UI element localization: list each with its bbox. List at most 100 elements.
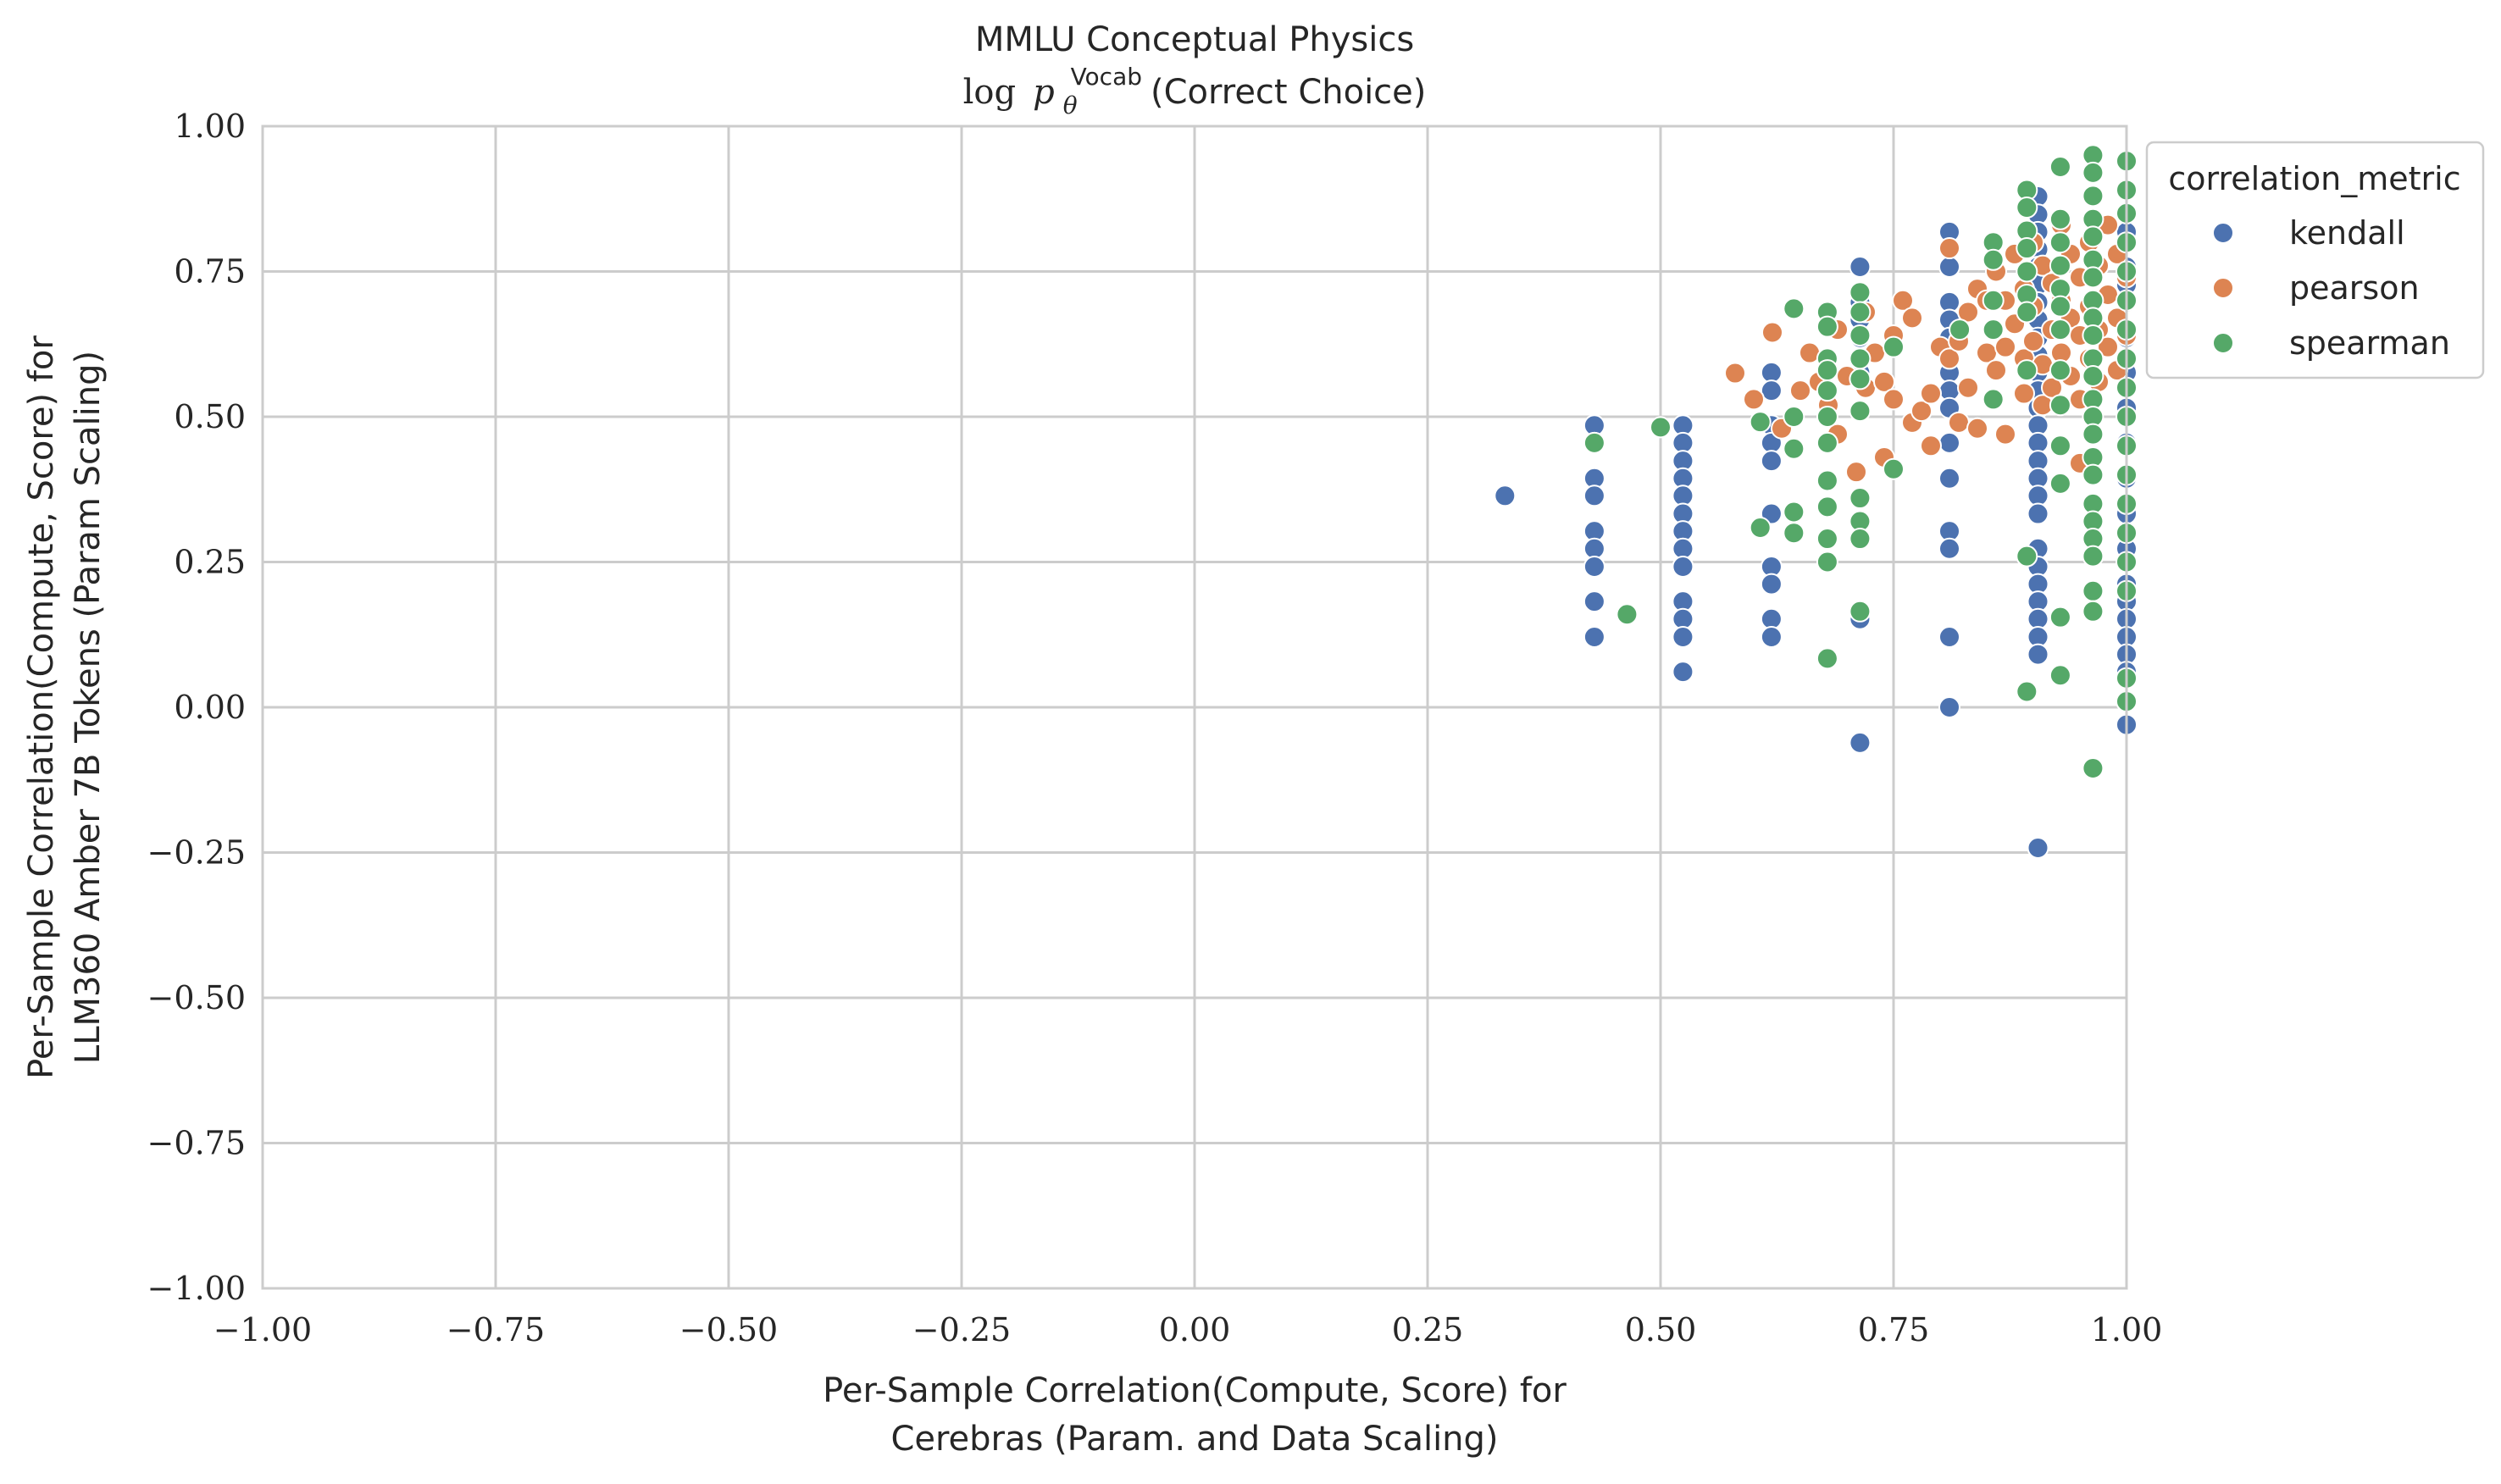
kendall-point	[1849, 731, 1872, 754]
spearman-point	[2049, 295, 2071, 318]
y-axis-label-line1: Per-Sample Correlation(Compute, Score) f…	[22, 335, 61, 1079]
y-tick-label: −0.50	[147, 979, 246, 1016]
spearman-point	[2082, 423, 2104, 446]
spearman-point	[2016, 237, 2038, 260]
spearman-point	[1816, 528, 1838, 551]
x-tick-label: −1.00	[214, 1311, 312, 1348]
title-log: log	[963, 73, 1016, 112]
spearman-point	[1583, 431, 1605, 454]
spearman-point	[1816, 496, 1838, 518]
y-tick-label: 0.75	[174, 253, 246, 291]
x-tick-label: −0.75	[446, 1311, 545, 1348]
spearman-point	[1783, 522, 1805, 545]
spearman-point	[2049, 664, 2071, 687]
y-tick-label: 1.00	[174, 108, 246, 145]
kendall-point	[1494, 485, 1517, 507]
y-tick-labels: −1.00 −0.75 −0.50 −0.25 0.00 0.25 0.50 0.75 1.00	[147, 108, 246, 1307]
spearman-point	[2049, 156, 2071, 179]
kendall-point	[2027, 837, 2049, 860]
title-superscript: Vocab	[1071, 63, 1142, 91]
spearman-point	[2049, 394, 2071, 417]
spearman-point	[2049, 254, 2071, 277]
x-tick-label: 0.25	[1392, 1311, 1464, 1348]
pearson-point	[1948, 411, 1970, 434]
legend-marker-pearson	[2212, 277, 2234, 299]
kendall-point	[1672, 661, 1694, 684]
spearman-point	[1816, 406, 1838, 428]
spearman-point	[2049, 435, 2071, 457]
kendall-point	[1938, 256, 1960, 279]
spearman-point	[2049, 359, 2071, 382]
pearson-point	[1957, 376, 1979, 399]
pearson-point	[1920, 435, 1942, 457]
kendall-point	[1938, 625, 1960, 648]
kendall-point	[1760, 625, 1783, 648]
y-tick-label: −0.75	[147, 1125, 246, 1162]
series-spearman	[1583, 144, 2138, 780]
spearman-point	[1982, 388, 2005, 411]
kendall-point	[1583, 625, 1605, 648]
spearman-point	[1816, 315, 1838, 338]
kendall-point	[2027, 502, 2049, 525]
y-axis-label-line2: LLM360 Amber 7B Tokens (Param Scaling)	[69, 351, 108, 1064]
spearman-point	[1749, 517, 1772, 540]
spearman-point	[1883, 335, 1905, 358]
spearman-point	[2016, 545, 2038, 568]
pearson-point	[1873, 370, 1895, 393]
spearman-point	[2049, 606, 2071, 628]
chart-title-line2: log p θ Vocab (Correct Choice)	[963, 54, 1427, 121]
spearman-point	[2082, 463, 2104, 486]
spearman-point	[1783, 437, 1805, 460]
x-tick-label: 1.00	[2091, 1311, 2163, 1348]
kendall-point	[1938, 467, 1960, 490]
pearson-point	[1789, 379, 1811, 402]
spearman-point	[2082, 185, 2104, 208]
legend-label-kendall: kendall	[2289, 214, 2405, 252]
pearson-point	[1883, 388, 1905, 411]
spearman-point	[2082, 579, 2104, 602]
x-tick-labels: −1.00 −0.75 −0.50 −0.25 0.00 0.25 0.50 0.75 1.00	[214, 1311, 2163, 1348]
kendall-point	[1938, 537, 1960, 560]
spearman-point	[1849, 528, 1872, 551]
kendall-point	[1938, 696, 1960, 718]
pearson-point	[1994, 335, 2016, 358]
x-tick-label: 0.50	[1625, 1311, 1697, 1348]
spearman-point	[1816, 359, 1838, 382]
pearson-point	[1920, 382, 1942, 405]
spearman-point	[1816, 551, 1838, 573]
kendall-point	[1849, 256, 1872, 279]
spearman-point	[1816, 431, 1838, 454]
spearman-point	[2016, 260, 2038, 283]
legend: correlation_metric kendall pearson spearma…	[2145, 141, 2485, 379]
pearson-point	[2041, 376, 2063, 399]
spearman-point	[1783, 406, 1805, 428]
y-tick-label: 0.25	[174, 544, 246, 581]
pearson-point	[1994, 423, 2016, 446]
spearman-point	[1982, 318, 2005, 341]
spearman-point	[1949, 318, 1971, 341]
pearson-point	[2013, 382, 2035, 405]
spearman-point	[2049, 318, 2071, 341]
spearman-point	[1616, 603, 1639, 626]
spearman-point	[1883, 457, 1905, 480]
spearman-point	[2049, 231, 2071, 254]
spearman-point	[2082, 324, 2104, 346]
kendall-point	[1938, 431, 1960, 454]
spearman-point	[2049, 208, 2071, 230]
pearson-point	[1892, 289, 1914, 312]
kendall-point	[1583, 485, 1605, 507]
y-tick-label: −0.25	[147, 834, 246, 872]
spearman-point	[2016, 359, 2038, 382]
legend-box	[2145, 141, 2485, 379]
plot-frame	[261, 125, 2128, 1290]
x-tick-label: 0.00	[1159, 1311, 1231, 1348]
spearman-point	[2016, 301, 2038, 324]
spearman-point	[2082, 545, 2104, 568]
kendall-point	[2027, 643, 2049, 666]
kendall-point	[1760, 379, 1783, 402]
spearman-point	[1783, 297, 1805, 320]
kendall-point	[1583, 590, 1605, 613]
title-suffix: (Correct Choice)	[1151, 73, 1426, 112]
